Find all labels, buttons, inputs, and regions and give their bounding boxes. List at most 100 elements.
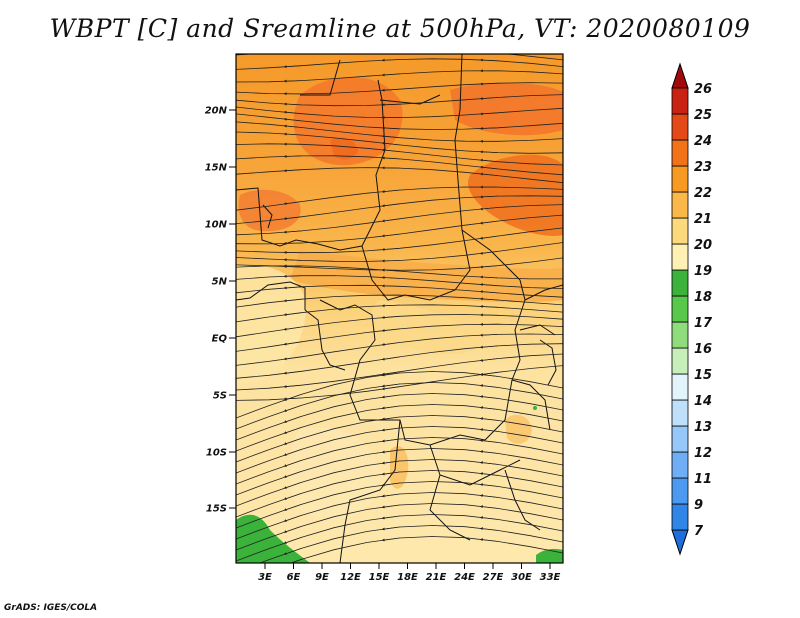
lon-tick-label: 15E [369, 572, 390, 583]
streamline-arrow [283, 394, 302, 401]
colorbar-segment [671, 139, 689, 167]
lon-tick-label: 30E [511, 572, 532, 583]
streamline-arrow [479, 494, 498, 498]
colorbar-segment [671, 399, 689, 427]
colorbar-label: 14 [694, 394, 712, 409]
colorbar-segment [671, 113, 689, 141]
streamline-arrow [283, 537, 302, 544]
streamline-arrow [479, 126, 498, 130]
streamline-arrow [381, 342, 400, 346]
longitude-axis: 3E 6E 9E 12E 15E 18E 21E 24E 27E 30E 33E [258, 563, 561, 583]
streamline-arrow [283, 438, 302, 445]
streamline-arrow [381, 203, 400, 208]
streamline-arrow [381, 259, 400, 263]
streamline-arrow [381, 328, 400, 333]
lon-tick-label: 9E [315, 572, 329, 583]
colorbar: 7 9 11 12 13 14 15 16 17 18 19 20 21 22 23 24 25 26 [671, 62, 713, 556]
streamline-arrow [381, 58, 400, 62]
streamline-arrow [479, 82, 498, 86]
lon-tick-label: 24E [454, 572, 475, 583]
streamline-arrow [283, 460, 302, 467]
colorbar-label: 9 [694, 498, 703, 513]
streamline-arrow [283, 169, 302, 173]
colorbar-min-triangle [671, 529, 689, 556]
lon-tick-label: 18E [397, 572, 418, 583]
credit-label: GrADS: IGES/COLA [4, 603, 98, 613]
streamline-arrow [479, 406, 498, 410]
streamline-arrow [283, 515, 302, 522]
streamline-arrow [381, 189, 400, 194]
streamline-arrow [283, 405, 302, 412]
streamline-arrow [283, 341, 302, 346]
colorbar-label: 15 [694, 368, 712, 383]
streamline-arrow [479, 358, 498, 362]
temperature-patch [290, 250, 563, 303]
streamline-arrow [283, 201, 302, 206]
streamline-arrow [283, 102, 302, 106]
streamline-arrow [381, 372, 400, 377]
streamline-arrow [283, 371, 302, 375]
streamline-arrow [381, 141, 400, 146]
border-line [361, 229, 471, 301]
colorbar-segment [671, 191, 689, 219]
streamline-arrow [381, 304, 400, 308]
colorbar-segment [671, 87, 689, 115]
lon-tick-label: 6E [287, 572, 301, 583]
temperature-patch [288, 427, 380, 520]
border-line [511, 379, 551, 431]
streamline-arrow [479, 450, 498, 454]
streamline-arrow [479, 516, 498, 520]
streamline-arrow [479, 158, 498, 162]
colorbar-max-triangle [671, 62, 689, 89]
streamline-arrow [381, 471, 400, 476]
temperature-patch-cool [533, 406, 537, 410]
colorbar-label: 24 [694, 134, 712, 149]
colorbar-label: 22 [694, 186, 712, 201]
map-frame [235, 53, 564, 564]
streamline-arrow [479, 372, 498, 376]
streamline-arrow [381, 504, 400, 509]
streamline-arrow [283, 356, 302, 361]
colorbar-label: 26 [694, 82, 712, 97]
lat-tick-label: 20N [205, 106, 228, 117]
lat-tick-label: 15S [206, 504, 227, 515]
streamline-arrow [283, 65, 302, 69]
streamline-arrow [283, 471, 302, 478]
colorbar-segment [671, 451, 689, 479]
border-line [262, 204, 273, 229]
lat-tick-label: 5S [213, 391, 227, 402]
streamline-arrow [479, 461, 498, 465]
temperature-patch [505, 414, 532, 444]
border-line [379, 94, 441, 105]
streamline-arrow [381, 247, 400, 251]
colorbar-label: 17 [694, 316, 713, 331]
streamline-arrow [381, 482, 400, 487]
streamline-arrow [381, 88, 400, 92]
lon-tick-label: 12E [340, 572, 361, 583]
streamline-arrow [479, 207, 498, 211]
colorbar-label: 11 [694, 472, 712, 487]
streamline-arrow [283, 504, 302, 511]
streamline-arrow [479, 439, 498, 443]
streamline-arrow [479, 58, 498, 62]
streamline-arrow [381, 134, 400, 138]
temperature-patch-cool [536, 548, 563, 563]
colorbar-segment [671, 295, 689, 323]
streamline-arrow [479, 290, 498, 294]
streamline-arrow [283, 154, 302, 158]
streamline-arrow [479, 345, 498, 349]
streamline-arrow [283, 312, 302, 317]
streamline-arrow [283, 526, 302, 533]
colorbar-segment [671, 425, 689, 453]
streamline-arrow [381, 268, 400, 272]
streamline-arrow [283, 416, 302, 423]
lon-tick-label: 21E [426, 572, 447, 583]
streamline-arrow [381, 126, 400, 130]
colorbar-segment [671, 165, 689, 193]
streamline-arrow [381, 233, 400, 238]
streamline-arrow [381, 103, 400, 107]
temperature-patch [293, 76, 403, 166]
colorbar-label: 12 [694, 446, 712, 461]
streamline-arrow [479, 220, 498, 225]
